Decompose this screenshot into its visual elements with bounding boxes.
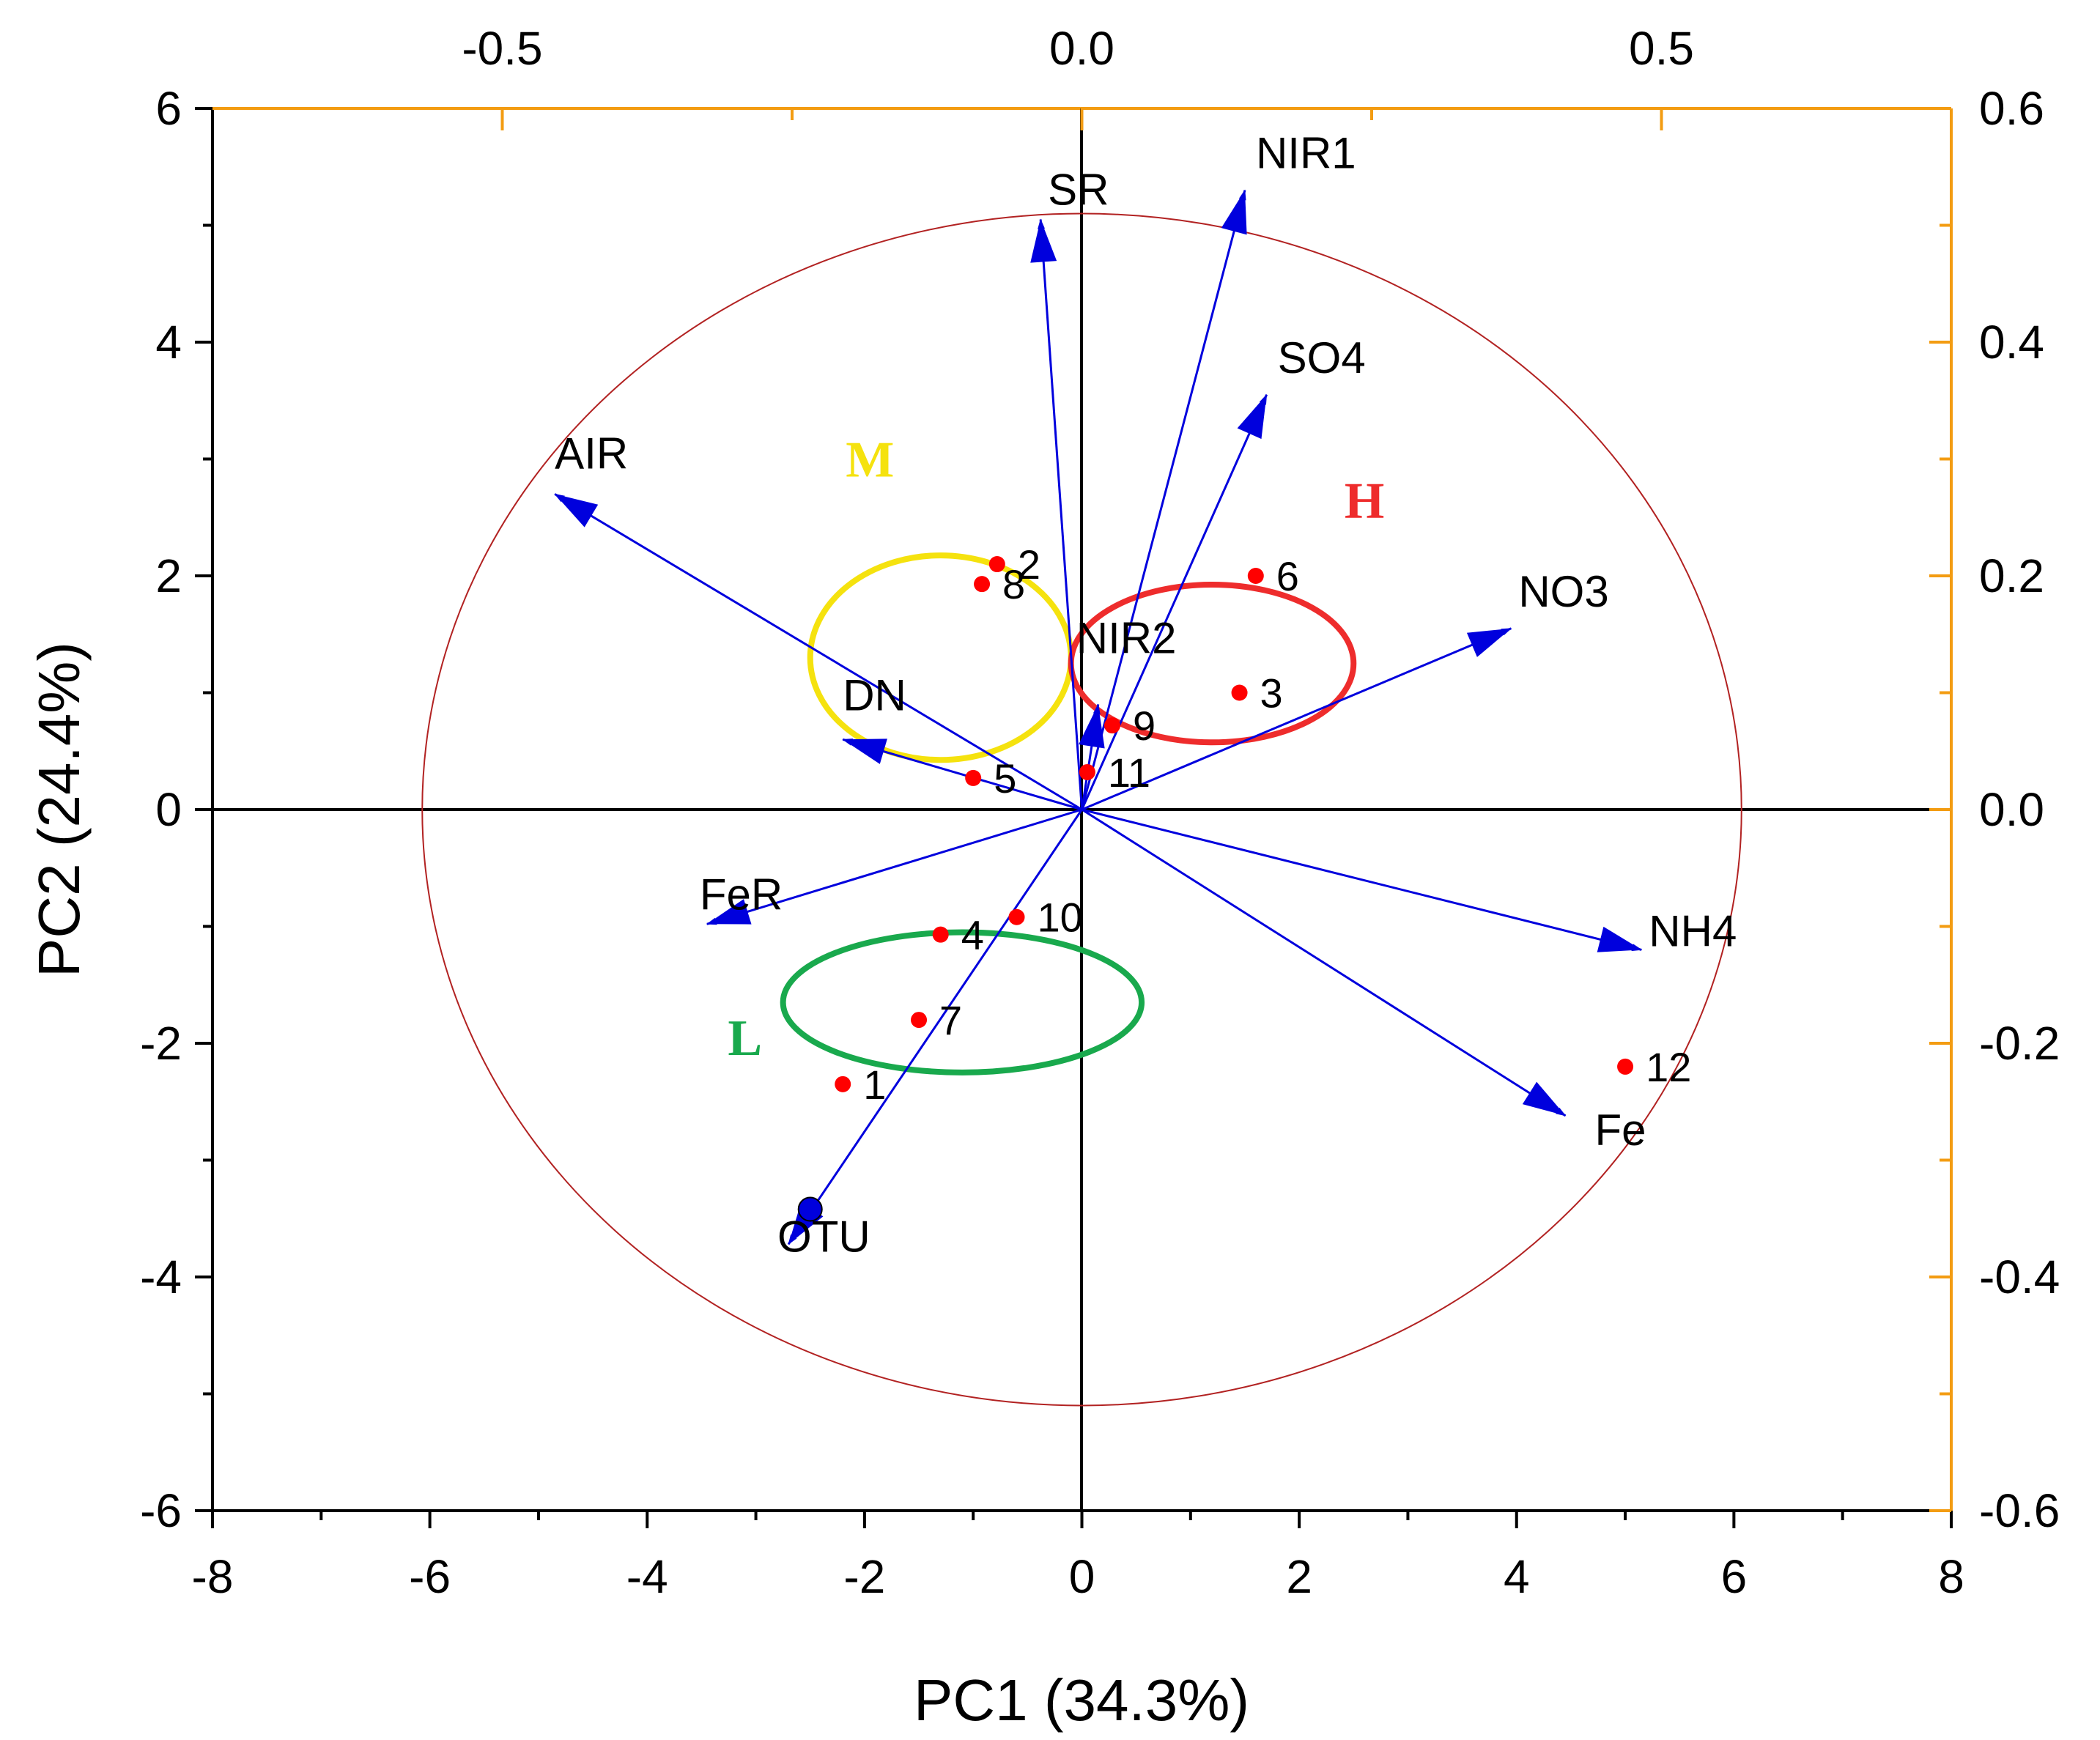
group-label-M: M (846, 432, 894, 488)
loading-arrowhead-SO4 (1237, 394, 1267, 440)
sample-point-6 (1247, 568, 1264, 584)
loading-label-DN: DN (843, 670, 906, 719)
loading-arrow-SR (1038, 218, 1083, 810)
loading-arrow-NIR1 (1081, 189, 1246, 810)
x-tick-label: 4 (1504, 1550, 1530, 1603)
sample-point-10 (1008, 908, 1025, 925)
y-tick-label: 6 (155, 82, 182, 135)
loading-label-SR: SR (1048, 166, 1109, 215)
sample-label-6: 6 (1276, 553, 1299, 599)
y-tick-label: 4 (155, 316, 182, 369)
x-tick-label: -8 (192, 1550, 234, 1603)
otu-marker (797, 1196, 823, 1222)
sample-point-4 (932, 926, 949, 943)
loading-arrowhead-NO3 (1466, 628, 1512, 657)
sample-label-12: 12 (1646, 1044, 1691, 1090)
loading-arrowhead-SR (1030, 219, 1057, 263)
sample-point-11 (1079, 763, 1095, 780)
loading-arrowhead-NIR1 (1221, 190, 1247, 235)
loading-label-FeR: FeR (700, 870, 783, 919)
y-tick-label: -4 (140, 1251, 182, 1303)
loading-arrow-SO4 (1081, 393, 1268, 810)
sample-point-7 (911, 1012, 928, 1029)
sample-label-10: 10 (1038, 895, 1083, 941)
y-tick-label: -2 (140, 1017, 182, 1070)
top-tick-label: -0.5 (462, 22, 542, 75)
right-tick-label: 0.0 (1979, 783, 2044, 836)
loading-arrowhead-AIR (555, 494, 599, 527)
y-tick-label: 2 (155, 549, 182, 602)
loading-arrows-layer: SR NIR1 SO4 AIR NO3 NIR2 DN FeR NH4 Fe OTU (554, 129, 1737, 1261)
loading-arrowhead-DN (843, 738, 887, 764)
x-tick-label: 0 (1069, 1550, 1095, 1603)
sample-label-2: 2 (1018, 541, 1040, 588)
sample-point-5 (965, 769, 982, 786)
loading-arrowhead-NIR2 (1079, 704, 1105, 749)
sample-point-3 (1231, 684, 1248, 701)
loading-arrowhead-NH4 (1597, 926, 1642, 952)
sample-point-2 (988, 556, 1005, 573)
sample-label-5: 5 (994, 755, 1016, 801)
loading-arrow-NH4 (1082, 808, 1643, 952)
x-tick-label: 6 (1721, 1550, 1748, 1603)
loading-arrow-AIR (554, 493, 1083, 811)
loading-label-NIR2: NIR2 (1076, 613, 1177, 662)
loading-label-Fe: Fe (1594, 1106, 1646, 1155)
right-tick-label: 0.6 (1979, 82, 2044, 135)
y-tick-label: 0 (155, 783, 182, 836)
right-tick-label: -0.4 (1979, 1251, 2060, 1303)
y-axis-title: PC2 (24.4%) (26, 642, 92, 977)
loading-label-AIR: AIR (555, 429, 628, 478)
group-label-L: L (728, 1010, 762, 1067)
sample-point-8 (974, 576, 991, 593)
sample-label-11: 11 (1108, 749, 1150, 796)
right-tick-label: -0.6 (1979, 1484, 2060, 1537)
top-tick-label: 0.0 (1049, 22, 1114, 75)
sample-label-4: 4 (961, 912, 984, 958)
top-tick-label: 0.5 (1629, 22, 1694, 75)
x-tick-label: -2 (843, 1550, 885, 1603)
loading-label-OTU: OTU (777, 1212, 870, 1261)
sample-label-1: 1 (863, 1062, 886, 1108)
loading-arrow-FeR (706, 808, 1082, 925)
sample-point-12 (1617, 1058, 1634, 1075)
loading-label-SO4: SO4 (1278, 333, 1366, 382)
x-tick-label: -6 (409, 1550, 451, 1603)
loading-label-NO3: NO3 (1518, 567, 1608, 616)
x-tick-label: 2 (1286, 1550, 1312, 1603)
group-ellipse-L (780, 929, 1145, 1076)
sample-label-9: 9 (1133, 703, 1156, 749)
loading-arrow-Fe (1081, 808, 1567, 1117)
sample-point-1 (835, 1076, 851, 1092)
y-tick-label: -6 (140, 1484, 182, 1537)
reference-circle (421, 212, 1742, 1407)
loading-arrowhead-FeR (706, 899, 752, 925)
right-tick-label: 0.2 (1979, 549, 2044, 602)
loading-label-NH4: NH4 (1649, 906, 1737, 955)
right-tick-label: 0.4 (1979, 316, 2044, 369)
loading-arrow-OTU (787, 809, 1083, 1245)
loading-arrowhead-Fe (1522, 1081, 1566, 1116)
loading-arrow-NO3 (1081, 627, 1512, 811)
x-tick-label: -4 (626, 1550, 668, 1603)
right-tick-label: -0.2 (1979, 1017, 2060, 1070)
reference-circle-layer (421, 212, 1742, 1407)
x-axis-title: PC1 (34.3%) (914, 1667, 1249, 1733)
x-tick-label: 8 (1938, 1550, 1964, 1603)
sample-point-9 (1104, 717, 1121, 734)
loading-label-NIR1: NIR1 (1256, 129, 1356, 178)
sample-label-8: 8 (1002, 561, 1025, 607)
sample-label-7: 7 (939, 997, 962, 1043)
sample-label-3: 3 (1260, 670, 1283, 717)
group-label-H: H (1345, 473, 1384, 529)
